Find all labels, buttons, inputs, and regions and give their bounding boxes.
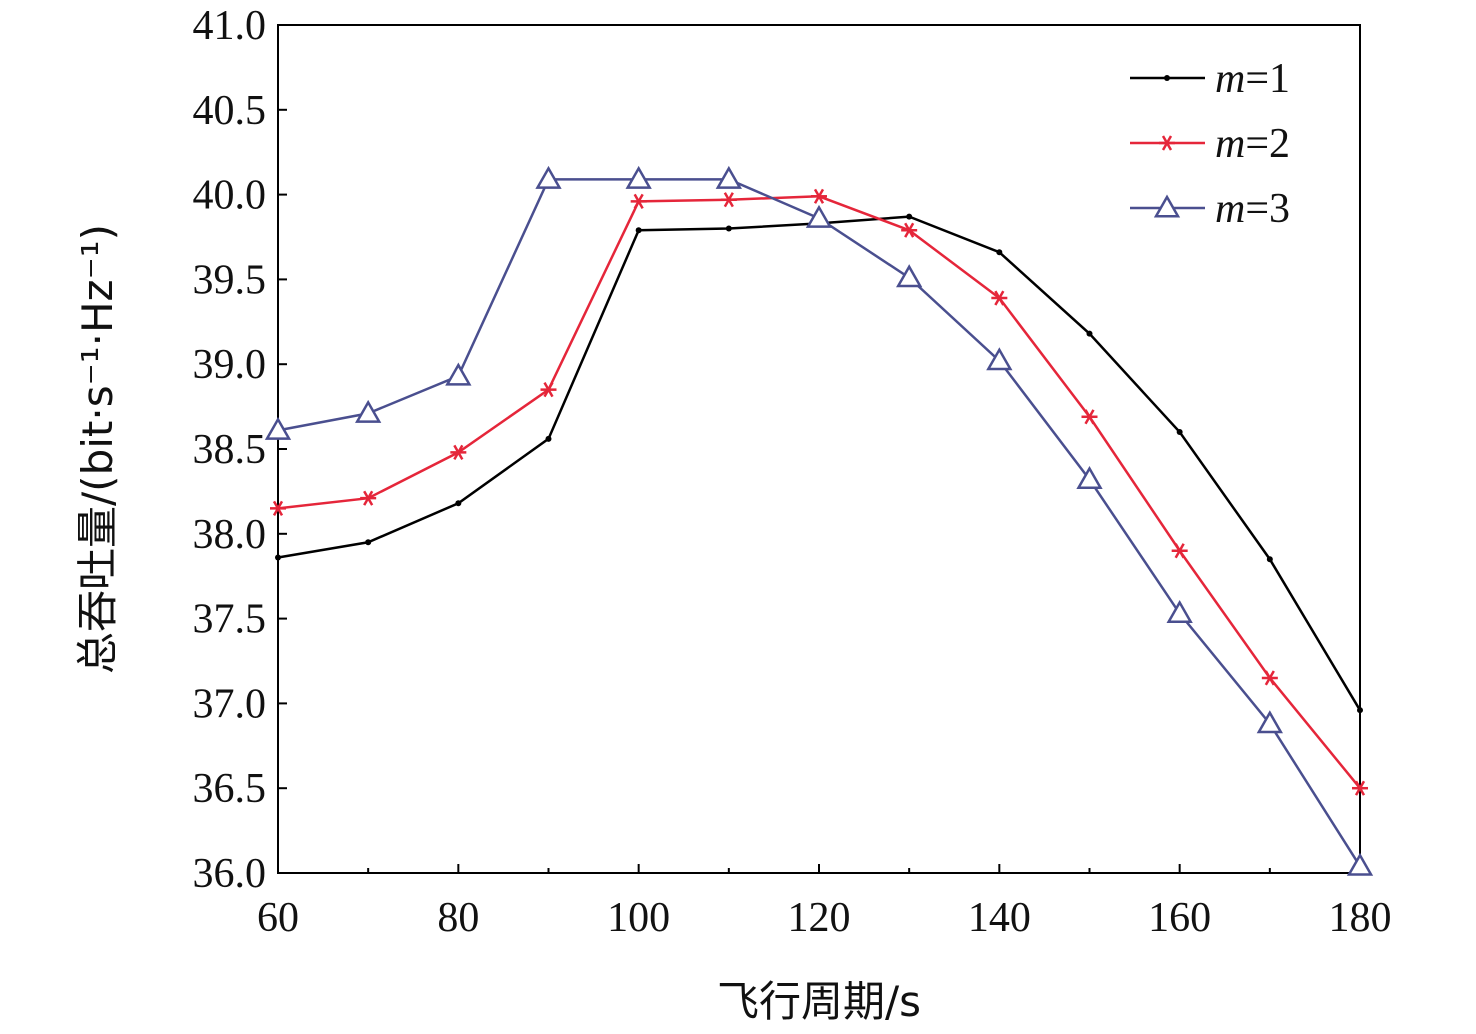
y-tick-label: 36.0 (193, 851, 267, 897)
data-point (901, 222, 918, 238)
data-point (450, 444, 467, 460)
data-point (1159, 135, 1175, 151)
data-point (535, 165, 562, 189)
data-point (811, 188, 827, 204)
data-point (455, 500, 462, 507)
y-tick-label: 38.5 (193, 427, 267, 473)
y-tick-label: 40.0 (193, 173, 267, 219)
x-tick-label: 60 (257, 895, 299, 941)
y-axis-title: 总吞吐量/(bit·s⁻¹·Hz⁻¹) (73, 224, 122, 674)
data-point (1076, 466, 1103, 490)
y-axis: 36.0 36.5 37.0 37.5 38.0 38.5 39.0 39.5 40.0 40.5… (193, 3, 287, 897)
series-line (277, 178, 1362, 867)
x-axis-title: 飞行周期/s (717, 977, 921, 1026)
x-tick-label: 140 (968, 895, 1031, 941)
y-tick-label: 39.0 (193, 342, 267, 388)
data-point (725, 225, 732, 232)
data-point (1153, 194, 1181, 218)
data-point (1171, 543, 1188, 559)
y-tick-label: 37.0 (193, 681, 267, 727)
data-point (1357, 707, 1363, 714)
data-point (1176, 429, 1183, 436)
x-tick-label: 100 (607, 895, 670, 941)
y-tick-label: 39.5 (193, 257, 267, 303)
legend-item: m=2 (1130, 121, 1290, 167)
data-point (275, 554, 281, 561)
y-tick-label: 41.0 (193, 3, 267, 49)
data-point (986, 347, 1013, 371)
data-point (1346, 852, 1374, 876)
data-point (264, 416, 292, 440)
series-2 (270, 188, 1368, 796)
data-point (896, 264, 923, 288)
y-tick-label: 40.5 (193, 88, 267, 134)
data-point (996, 249, 1003, 256)
data-point (1352, 780, 1368, 796)
data-point (1081, 409, 1098, 425)
data-point (625, 165, 652, 189)
data-point (805, 204, 833, 228)
data-point (1261, 670, 1278, 686)
x-tick-label: 120 (788, 895, 851, 941)
legend-label: m=2 (1215, 121, 1290, 167)
data-point (1266, 556, 1273, 563)
data-point (991, 290, 1008, 306)
legend-item: m=3 (1130, 186, 1290, 232)
series-3 (264, 165, 1374, 876)
data-point (630, 193, 647, 209)
data-point (355, 399, 382, 423)
legend-item: m=1 (1130, 56, 1290, 102)
series-line (277, 195, 1361, 789)
data-point (540, 382, 557, 398)
data-point (1256, 710, 1283, 734)
plot-frame (277, 24, 1361, 874)
data-point (365, 539, 372, 546)
legend-label: m=1 (1215, 56, 1290, 102)
data-point (1166, 599, 1193, 624)
x-axis: 60 80 100 120 140 160 180 (257, 864, 1392, 941)
legend-label: m=3 (1215, 186, 1290, 232)
data-point (720, 192, 737, 208)
x-tick-label: 180 (1329, 895, 1392, 941)
data-point (360, 490, 377, 506)
x-tick-label: 80 (437, 895, 479, 941)
y-tick-label: 36.5 (193, 766, 267, 812)
x-tick-label: 160 (1148, 895, 1211, 941)
y-tick-label: 38.0 (193, 512, 267, 558)
legend: m=1 m=2 m=3 (1130, 56, 1290, 232)
data-point (906, 213, 913, 220)
data-point (635, 227, 642, 234)
series-layer (264, 165, 1374, 876)
data-point (545, 435, 552, 442)
data-point (270, 500, 286, 516)
data-point (445, 362, 472, 386)
data-point (1086, 330, 1093, 337)
data-point (1164, 75, 1170, 81)
y-tick-label: 37.5 (193, 597, 267, 643)
data-point (715, 165, 742, 189)
